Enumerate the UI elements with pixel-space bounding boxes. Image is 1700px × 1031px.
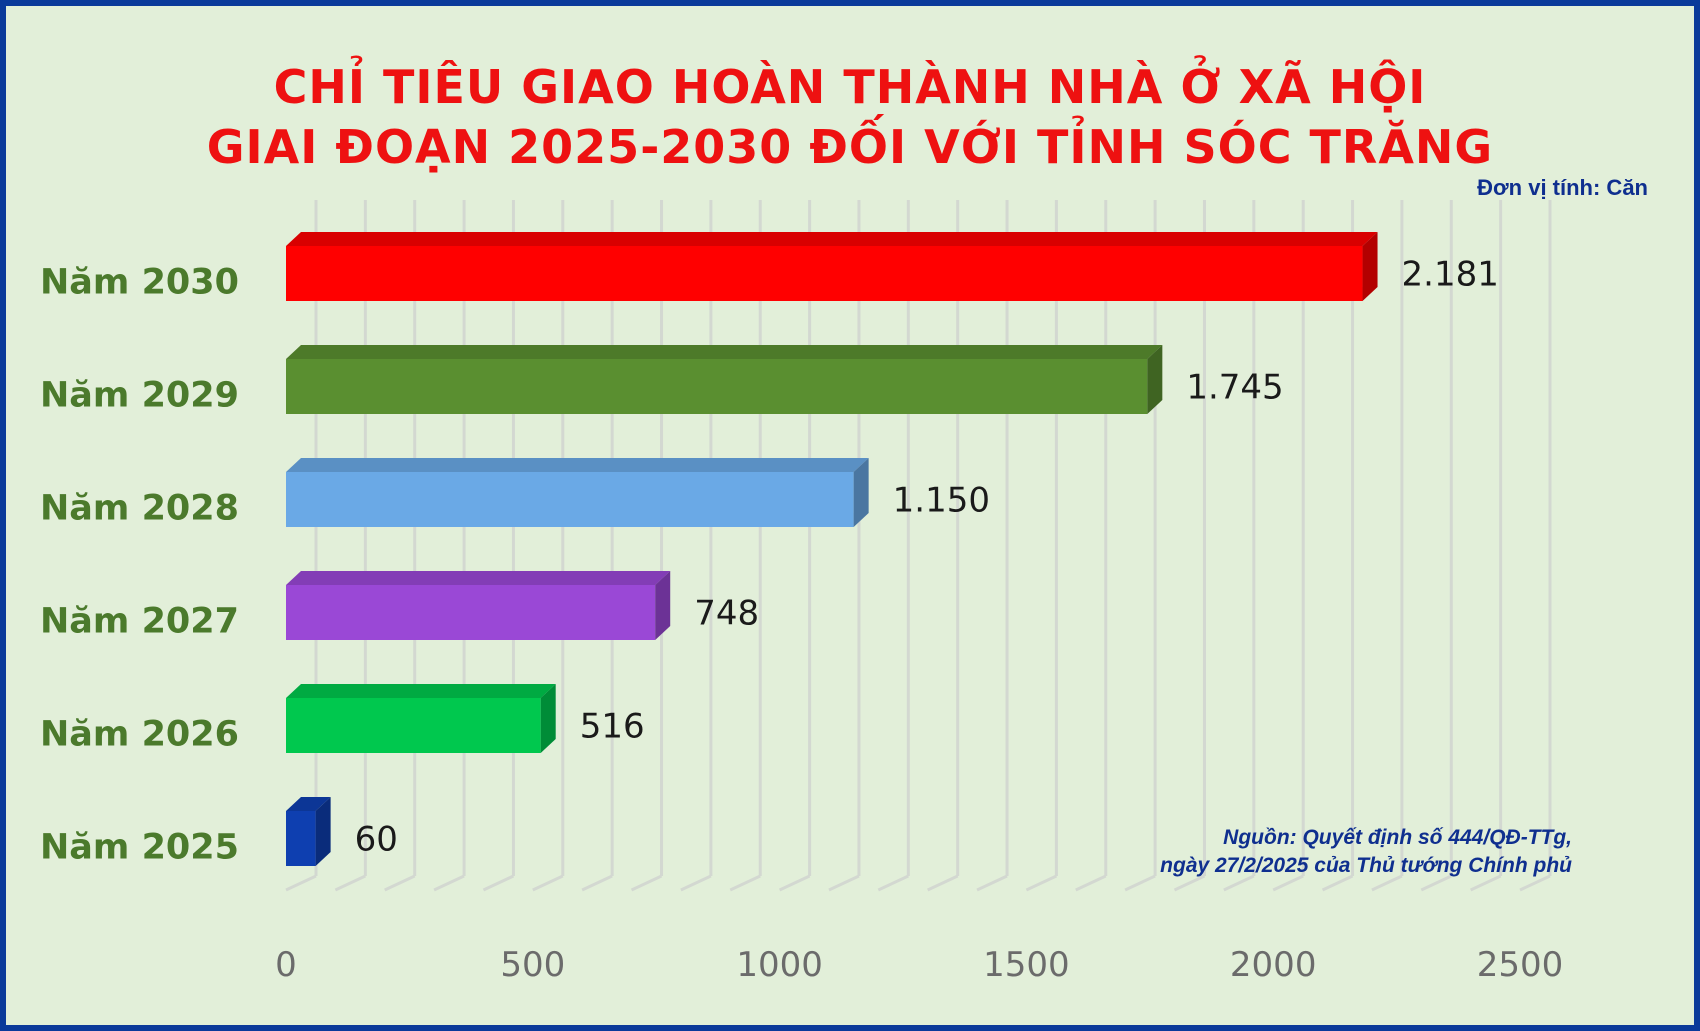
gridline-floor xyxy=(680,874,712,892)
gridline-floor xyxy=(384,874,416,892)
bar-side-face xyxy=(655,571,671,640)
gridline-floor xyxy=(1075,874,1107,892)
bar-side-face xyxy=(1362,232,1378,301)
gridline-floor xyxy=(630,874,663,892)
category-label: Năm 2028 xyxy=(40,489,239,529)
source-note: Nguồn: Quyết định số 444/QĐ-TTg, ngày 27… xyxy=(1160,824,1572,880)
bar xyxy=(286,472,854,527)
gridline-floor xyxy=(1470,874,1502,892)
bar xyxy=(286,698,541,753)
bar xyxy=(286,811,316,866)
x-tick-label: 2500 xyxy=(1477,945,1564,985)
bar-top-face xyxy=(286,571,671,585)
bar-top-face xyxy=(286,345,1163,359)
gridline-floor xyxy=(1124,874,1156,892)
gridline-floor xyxy=(1371,874,1403,892)
bar xyxy=(286,246,1363,301)
bar-side-face xyxy=(1147,345,1163,414)
bar xyxy=(286,359,1148,414)
bar-top-face xyxy=(286,232,1378,246)
gridline-floor xyxy=(877,874,909,892)
bar-value-label: 1.150 xyxy=(893,481,990,521)
gridline-floor xyxy=(334,874,366,892)
bar-value-label: 748 xyxy=(694,594,759,634)
gridline-floor xyxy=(729,874,761,892)
x-tick-label: 1500 xyxy=(983,945,1070,985)
chart-title-line-1: CHỈ TIÊU GIAO HOÀN THÀNH NHÀ Ở XÃ HỘI xyxy=(273,60,1427,114)
x-tick-label: 1000 xyxy=(736,945,823,985)
gridline-floor xyxy=(976,874,1008,892)
x-tick-label: 500 xyxy=(500,945,565,985)
gridline-floor xyxy=(1420,874,1452,892)
bar-value-label: 60 xyxy=(355,820,398,860)
category-label: Năm 2030 xyxy=(40,263,239,303)
source-line-2: ngày 27/2/2025 của Thủ tướng Chính phủ xyxy=(1160,854,1572,877)
bar-top-face xyxy=(286,684,556,698)
bar-side-face xyxy=(315,797,331,866)
category-label: Năm 2027 xyxy=(40,602,239,642)
gridline-floor xyxy=(778,874,811,892)
gridline-floor xyxy=(1223,874,1255,892)
bar-value-label: 516 xyxy=(580,707,645,747)
gridline-floor xyxy=(927,874,959,892)
category-label: Năm 2026 xyxy=(40,715,239,755)
bar-side-face xyxy=(540,684,556,753)
bar-value-label: 1.745 xyxy=(1186,368,1283,408)
gridline-floor xyxy=(1173,874,1206,892)
chart-title-line-2: GIAI ĐOẠN 2025-2030 ĐỐI VỚI TỈNH SÓC TRĂ… xyxy=(206,120,1494,174)
bar-value-label: 2.181 xyxy=(1402,255,1499,295)
bar xyxy=(286,585,656,640)
source-line-1: Nguồn: Quyết định số 444/QĐ-TTg, xyxy=(1223,826,1572,849)
x-tick-label: 0 xyxy=(275,945,297,985)
category-label: Năm 2029 xyxy=(40,376,239,416)
bar-top-face xyxy=(286,458,869,472)
category-label: Năm 2025 xyxy=(40,828,239,868)
gridline-floor xyxy=(285,874,317,892)
gridline-floor xyxy=(433,874,465,892)
bar-side-face xyxy=(853,458,869,527)
gridline-floor xyxy=(828,874,860,892)
x-tick-label: 2000 xyxy=(1230,945,1317,985)
gridline-floor xyxy=(1519,874,1551,892)
gridline-floor xyxy=(1321,874,1354,892)
gridline-floor xyxy=(482,874,515,892)
gridline-floor xyxy=(1272,874,1304,892)
gridline-floor xyxy=(532,874,564,892)
gridline-floor xyxy=(1025,874,1058,892)
unit-label: Đơn vị tính: Căn xyxy=(1477,175,1648,200)
gridline-floor xyxy=(581,874,613,892)
bar-top-face xyxy=(286,797,331,811)
